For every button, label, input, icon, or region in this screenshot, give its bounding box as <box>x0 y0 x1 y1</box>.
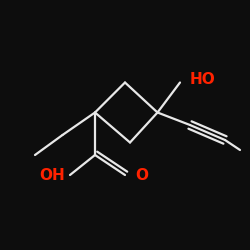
Text: OH: OH <box>39 168 65 182</box>
Text: HO: HO <box>190 72 216 88</box>
Text: O: O <box>135 168 148 182</box>
